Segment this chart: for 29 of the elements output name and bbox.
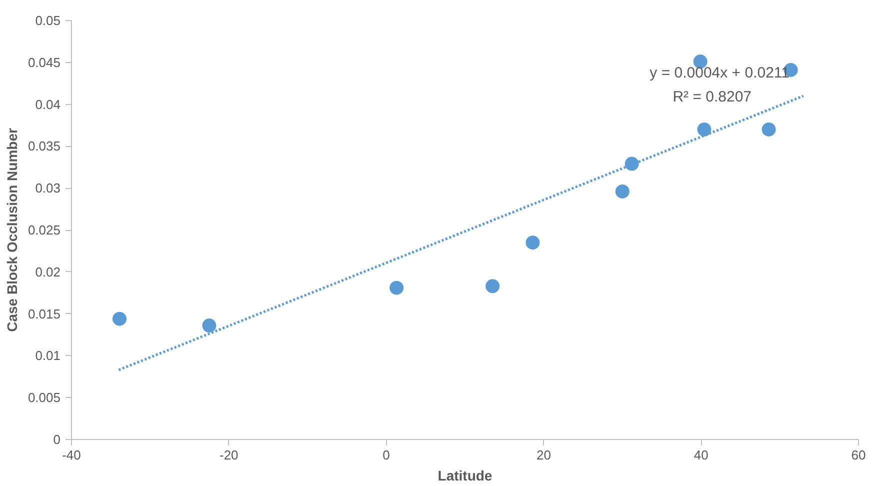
y-tick-label: 0.04 xyxy=(35,96,61,112)
x-tick-label: -40 xyxy=(62,448,81,462)
annotation: R² = 0.8207 xyxy=(672,88,752,106)
x-axis-title: Latitude xyxy=(438,468,492,484)
y-tick-label: 0.02 xyxy=(35,264,61,280)
y-tick-label: 0.05 xyxy=(35,13,61,28)
annotation: y = 0.0004x + 0.0211 xyxy=(650,64,790,82)
y-tick-label: 0.035 xyxy=(28,138,61,154)
x-tick-label: 20 xyxy=(536,448,551,462)
point xyxy=(112,312,127,326)
x-tick-label: -20 xyxy=(220,448,238,462)
point xyxy=(390,280,404,295)
point xyxy=(697,122,712,136)
y-tick-label: 0.025 xyxy=(28,222,61,238)
point xyxy=(202,318,216,333)
x-tick-label: 40 xyxy=(694,448,708,462)
point xyxy=(615,184,630,198)
x-tick-label: 60 xyxy=(851,448,866,462)
y-tick-label: 0.005 xyxy=(28,390,61,406)
y-tick-label: 0.045 xyxy=(28,54,61,70)
y-axis-title: Case Block Occlusion Number xyxy=(4,128,20,332)
point xyxy=(762,122,776,136)
x-tick-label: 0 xyxy=(382,448,390,462)
point xyxy=(486,279,500,294)
y-tick-label: 0.01 xyxy=(35,348,61,364)
point xyxy=(526,236,540,250)
y-tick-label: 0.015 xyxy=(28,306,61,322)
y-tick-label: 0 xyxy=(53,432,61,447)
y-tick-label: 0.03 xyxy=(35,180,61,196)
